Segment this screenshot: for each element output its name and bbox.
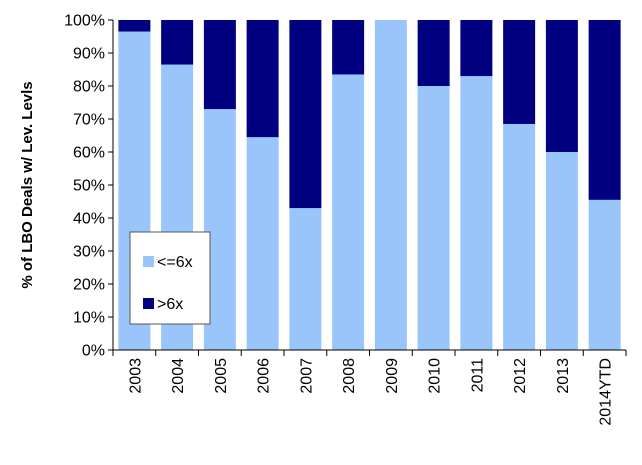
y-tick-label-2: 20% bbox=[73, 277, 105, 294]
x-tick-label-2004: 2004 bbox=[170, 358, 187, 394]
bar-le6x-2011 bbox=[460, 76, 493, 350]
x-tick-label-2003: 2003 bbox=[127, 358, 144, 394]
x-axis-ticks: 2003 2004 2005 2006 2007 2008 2009 2010 2011 2012… bbox=[112, 349, 627, 426]
y-tick-label-4: 40% bbox=[73, 211, 105, 228]
bar-le6x-2009 bbox=[374, 20, 407, 350]
bar-gt6x-2004 bbox=[161, 20, 194, 65]
y-tick-label-8: 80% bbox=[73, 79, 105, 96]
x-tick-label-2011: 2011 bbox=[469, 358, 486, 393]
bar-gt6x-2011 bbox=[460, 20, 493, 77]
y-tick-label-1: 10% bbox=[73, 310, 105, 327]
bar-le6x-2008 bbox=[332, 74, 365, 350]
legend: <=6x >6x bbox=[129, 231, 211, 325]
x-tick-label-2005: 2005 bbox=[213, 358, 230, 394]
y-tick-label-3: 30% bbox=[73, 244, 105, 261]
x-tick-label-2012: 2012 bbox=[512, 358, 529, 394]
x-tick-label-2013: 2013 bbox=[555, 358, 572, 394]
bar-le6x-2014YTD bbox=[588, 199, 621, 350]
x-tick-label-2008: 2008 bbox=[341, 358, 358, 394]
y-axis-ticks: 0% 10% 20% 30% 40% 50% 60% 70% 80% 90% 100% bbox=[64, 13, 114, 360]
bar-gt6x-2007 bbox=[289, 20, 322, 209]
legend-label-le6x: <=6x bbox=[157, 254, 193, 271]
bar-gt6x-2008 bbox=[332, 20, 365, 75]
legend-label-gt6x: >6x bbox=[157, 296, 183, 313]
bar-gt6x-2003 bbox=[118, 20, 151, 32]
bar-le6x-2006 bbox=[246, 137, 279, 350]
x-tick-label-2014YTD: 2014YTD bbox=[598, 358, 615, 426]
bar-gt6x-2012 bbox=[503, 20, 536, 124]
y-tick-label-10: 100% bbox=[64, 13, 105, 30]
bar-le6x-2013 bbox=[545, 152, 578, 350]
y-tick-label-9: 90% bbox=[73, 46, 105, 63]
x-tick-label-2006: 2006 bbox=[256, 358, 273, 394]
bar-le6x-2010 bbox=[417, 86, 450, 350]
y-tick-label-5: 50% bbox=[73, 178, 105, 195]
bar-le6x-2012 bbox=[503, 123, 536, 350]
x-tick-label-2009: 2009 bbox=[384, 358, 401, 394]
bar-gt6x-2006 bbox=[246, 20, 279, 138]
legend-swatch-gt6x bbox=[143, 298, 154, 309]
bar-gt6x-2005 bbox=[203, 20, 236, 110]
x-tick-label-2007: 2007 bbox=[298, 358, 315, 394]
y-axis-title: % of LBO Deals w/ Lev. Levls bbox=[19, 81, 36, 288]
legend-swatch-le6x bbox=[143, 256, 154, 267]
bar-gt6x-2013 bbox=[545, 20, 578, 152]
y-tick-label-7: 70% bbox=[73, 112, 105, 129]
y-tick-label-6: 60% bbox=[73, 145, 105, 162]
y-tick-label-0: 0% bbox=[82, 343, 105, 360]
x-tick-label-2010: 2010 bbox=[427, 358, 444, 394]
bar-gt6x-2014YTD bbox=[588, 20, 621, 200]
bar-gt6x-2010 bbox=[417, 20, 450, 86]
bar-le6x-2007 bbox=[289, 208, 322, 350]
